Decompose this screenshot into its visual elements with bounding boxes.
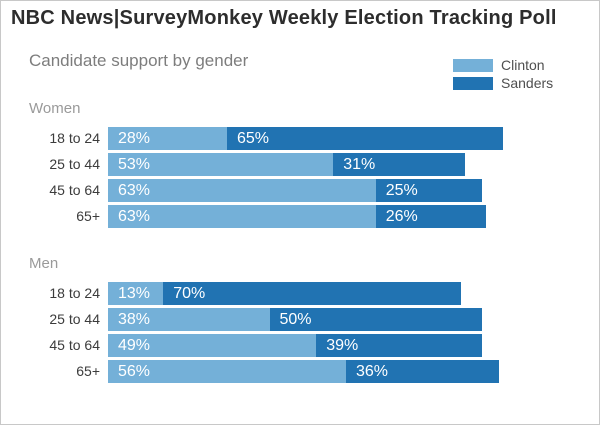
chart-subtitle: Candidate support by gender bbox=[29, 51, 249, 70]
bar-row: 18 to 24 28% 65% bbox=[1, 127, 599, 150]
bar-value-label: 63% bbox=[118, 208, 151, 225]
category-label: 45 to 64 bbox=[49, 337, 100, 353]
bar-row: 25 to 44 53% 31% bbox=[1, 153, 599, 176]
page-title: NBC News|SurveyMonkey Weekly Election Tr… bbox=[11, 7, 557, 29]
bar-value-label: 36% bbox=[356, 363, 389, 380]
bar-segment-sanders: 31% bbox=[333, 153, 465, 176]
bar-value-label: 65% bbox=[237, 130, 270, 147]
category-label: 25 to 44 bbox=[49, 156, 100, 172]
group-men: Men 18 to 24 13% 70% 25 to 44 38% 50% 45 to 64 4… bbox=[1, 254, 599, 383]
bar-value-label: 70% bbox=[173, 285, 206, 302]
bar-track: 13% 70% bbox=[108, 282, 533, 305]
category-label: 45 to 64 bbox=[49, 182, 100, 198]
group-header-women: Women bbox=[29, 100, 81, 117]
bar-row: 65+ 56% 36% bbox=[1, 360, 599, 383]
bar-track: 49% 39% bbox=[108, 334, 533, 357]
category-label: 25 to 44 bbox=[49, 311, 100, 327]
bar-value-label: 31% bbox=[343, 156, 376, 173]
category-label: 65+ bbox=[76, 363, 100, 379]
bar-value-label: 25% bbox=[385, 182, 418, 199]
legend-label: Sanders bbox=[501, 75, 554, 91]
bar-segment-clinton: 13% bbox=[108, 282, 164, 305]
legend: Clinton Sanders bbox=[453, 56, 553, 92]
bar-row: 65+ 63% 26% bbox=[1, 205, 599, 228]
bar-segment-clinton: 38% bbox=[108, 308, 270, 331]
bar-segment-sanders: 26% bbox=[375, 205, 487, 228]
bar-track: 53% 31% bbox=[108, 153, 533, 176]
bar-segment-sanders: 50% bbox=[269, 308, 482, 331]
bar-track: 38% 50% bbox=[108, 308, 533, 331]
bar-segment-sanders: 70% bbox=[163, 282, 461, 305]
bar-segment-clinton: 63% bbox=[108, 205, 376, 228]
bar-value-label: 26% bbox=[385, 208, 418, 225]
bar-segment-sanders: 65% bbox=[227, 127, 504, 150]
bar-value-label: 63% bbox=[118, 182, 151, 199]
legend-entry-sanders: Sanders bbox=[453, 74, 553, 92]
legend-label: Clinton bbox=[501, 57, 545, 73]
bar-row: 45 to 64 49% 39% bbox=[1, 334, 599, 357]
bar-track: 28% 65% bbox=[108, 127, 533, 150]
legend-entry-clinton: Clinton bbox=[453, 56, 553, 74]
bar-row: 25 to 44 38% 50% bbox=[1, 308, 599, 331]
bar-segment-clinton: 28% bbox=[108, 127, 227, 150]
bar-segment-sanders: 39% bbox=[316, 334, 482, 357]
bar-segment-sanders: 25% bbox=[375, 179, 482, 202]
legend-swatch-clinton bbox=[453, 58, 493, 72]
bar-track: 63% 25% bbox=[108, 179, 533, 202]
bar-row: 18 to 24 13% 70% bbox=[1, 282, 599, 305]
bar-value-label: 50% bbox=[279, 311, 312, 328]
bar-value-label: 56% bbox=[118, 363, 151, 380]
bar-value-label: 39% bbox=[326, 337, 359, 354]
group-header-men: Men bbox=[29, 255, 59, 272]
bar-value-label: 49% bbox=[118, 337, 151, 354]
bar-segment-clinton: 63% bbox=[108, 179, 376, 202]
category-label: 65+ bbox=[76, 208, 100, 224]
bar-value-label: 53% bbox=[118, 156, 151, 173]
bar-track: 63% 26% bbox=[108, 205, 533, 228]
bar-value-label: 28% bbox=[118, 130, 151, 147]
chart-groups: Women 18 to 24 28% 65% 25 to 44 53% 31% 45 to 6… bbox=[1, 99, 599, 386]
bar-value-label: 38% bbox=[118, 311, 151, 328]
bar-segment-clinton: 49% bbox=[108, 334, 317, 357]
bar-segment-clinton: 53% bbox=[108, 153, 334, 176]
bar-segment-sanders: 36% bbox=[346, 360, 499, 383]
bar-row: 45 to 64 63% 25% bbox=[1, 179, 599, 202]
bar-value-label: 13% bbox=[118, 285, 151, 302]
category-label: 18 to 24 bbox=[49, 130, 100, 146]
legend-swatch-sanders bbox=[453, 76, 493, 90]
bar-segment-clinton: 56% bbox=[108, 360, 346, 383]
group-women: Women 18 to 24 28% 65% 25 to 44 53% 31% 45 to 6… bbox=[1, 99, 599, 228]
category-label: 18 to 24 bbox=[49, 285, 100, 301]
bar-track: 56% 36% bbox=[108, 360, 533, 383]
